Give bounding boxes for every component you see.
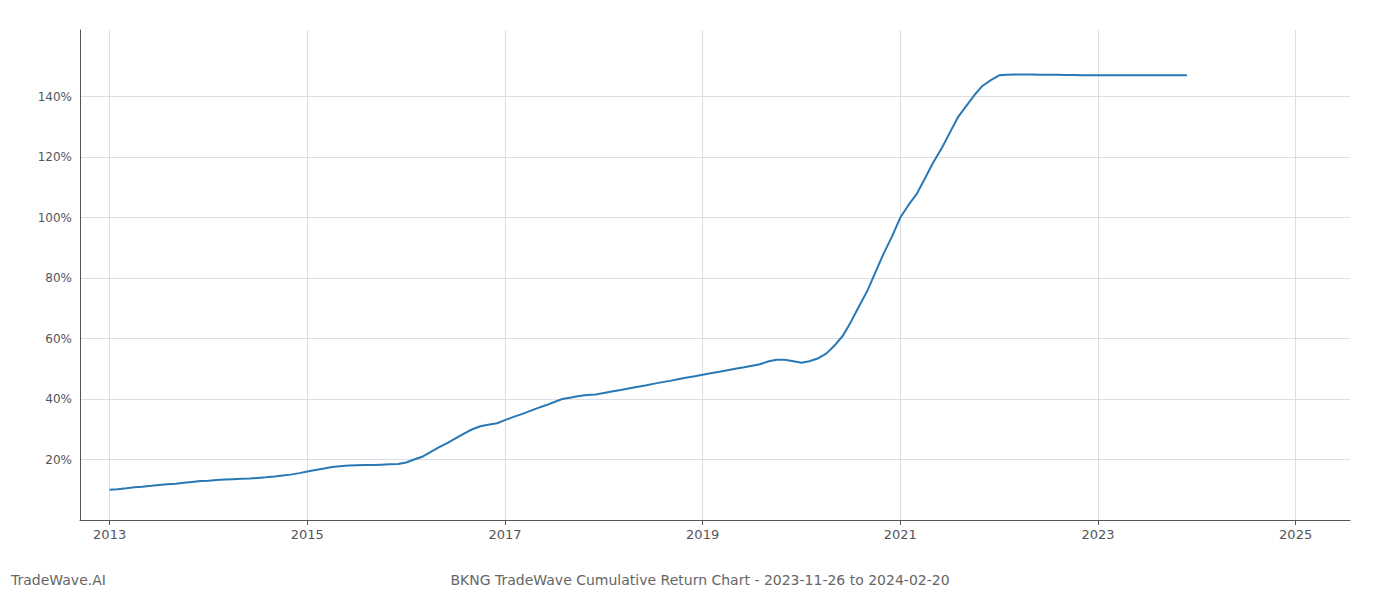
svg-text:2025: 2025 [1279, 527, 1312, 542]
svg-text:20%: 20% [45, 453, 72, 467]
svg-text:2013: 2013 [93, 527, 126, 542]
svg-text:2023: 2023 [1081, 527, 1114, 542]
svg-text:120%: 120% [38, 150, 72, 164]
svg-text:2019: 2019 [686, 527, 719, 542]
svg-text:100%: 100% [38, 211, 72, 225]
svg-text:TradeWave.AI: TradeWave.AI [10, 572, 106, 588]
svg-text:2021: 2021 [884, 527, 917, 542]
svg-text:BKNG TradeWave Cumulative Retu: BKNG TradeWave Cumulative Return Chart -… [450, 572, 949, 588]
svg-text:80%: 80% [45, 271, 72, 285]
svg-text:40%: 40% [45, 392, 72, 406]
svg-text:2015: 2015 [291, 527, 324, 542]
svg-text:140%: 140% [38, 90, 72, 104]
svg-text:60%: 60% [45, 332, 72, 346]
svg-text:2017: 2017 [488, 527, 521, 542]
